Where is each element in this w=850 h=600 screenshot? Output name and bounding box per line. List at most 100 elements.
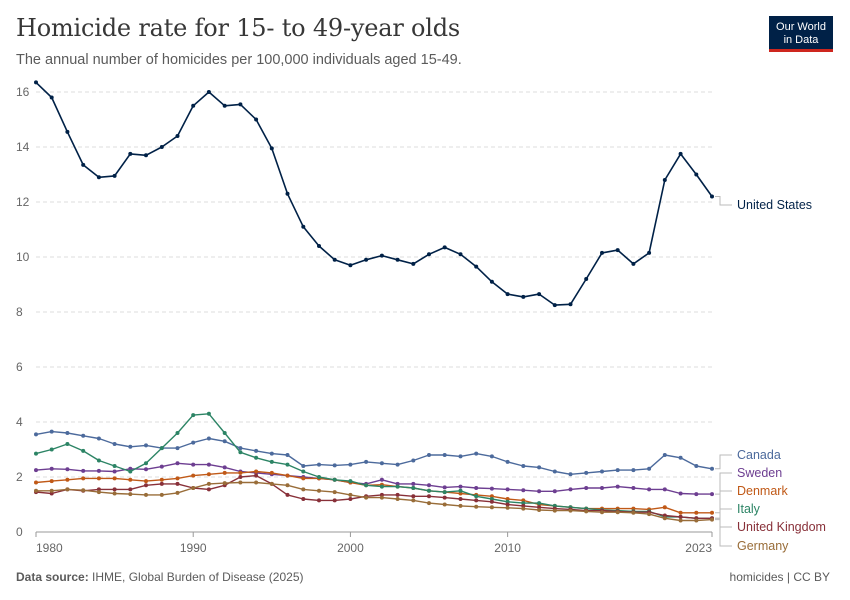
x-tick-label-1990: 1990 [180, 541, 207, 555]
point-denmark-1996 [285, 473, 290, 478]
point-canada-1994 [254, 448, 259, 453]
point-canada-2014 [568, 472, 573, 477]
series-canada [34, 429, 714, 477]
point-germany-1980 [34, 488, 38, 493]
point-italy-2003 [395, 484, 400, 489]
point-germany-2020 [662, 516, 667, 521]
point-united-states-2018 [631, 261, 636, 266]
point-united-states-2008 [474, 264, 479, 269]
point-united-kingdom-2003 [395, 492, 400, 497]
series-line-denmark [35, 470, 712, 514]
series-line-united-kingdom [35, 474, 712, 519]
point-canada-1989 [175, 446, 180, 451]
point-germany-1984 [96, 490, 101, 495]
point-denmark-1987 [144, 479, 148, 484]
point-denmark-2022 [694, 510, 699, 515]
point-united-kingdom-1985 [112, 487, 117, 492]
point-canada-2000 [348, 462, 353, 467]
series-lines [34, 80, 714, 523]
legend-connector-italy [715, 508, 732, 519]
point-denmark-2018 [631, 506, 636, 511]
point-canada-2018 [631, 468, 636, 473]
point-united-states-1997 [301, 224, 306, 229]
owid-logo[interactable]: Our World in Data [769, 16, 833, 52]
point-canada-1987 [144, 443, 148, 448]
point-united-states-1980 [34, 80, 38, 85]
point-italy-1999 [332, 477, 337, 482]
point-germany-1995 [269, 481, 274, 486]
point-united-states-1991 [206, 90, 211, 94]
point-denmark-1988 [159, 477, 164, 482]
point-italy-1982 [65, 442, 70, 446]
point-canada-2023 [710, 466, 714, 471]
point-united-states-2013 [552, 303, 557, 308]
point-germany-2006 [442, 502, 447, 507]
point-united-states-1985 [112, 173, 117, 178]
point-sweden-2022 [694, 492, 699, 497]
point-germany-2014 [568, 508, 573, 513]
point-united-kingdom-2007 [458, 497, 463, 501]
point-sweden-1980 [34, 468, 38, 473]
point-united-kingdom-1988 [159, 481, 164, 486]
legend-connector-united-states [715, 196, 732, 206]
point-italy-1984 [96, 458, 101, 463]
point-canada-2003 [395, 462, 400, 467]
legend-label-united-states: United States [737, 198, 812, 212]
point-united-kingdom-1999 [332, 498, 337, 503]
logo-line-2: in Data [783, 34, 819, 46]
point-united-states-1996 [285, 191, 290, 196]
point-united-kingdom-1994 [254, 473, 259, 478]
point-germany-2021 [678, 518, 683, 523]
point-denmark-2020 [662, 505, 667, 510]
point-united-states-2011 [521, 294, 526, 299]
y-tick-label-10: 10 [16, 250, 30, 264]
legend-connector-germany [715, 519, 732, 547]
point-italy-1987 [144, 461, 148, 466]
point-canada-2022 [694, 464, 699, 468]
series-sweden [34, 461, 714, 497]
point-sweden-2013 [552, 489, 557, 494]
point-italy-1986 [128, 469, 133, 474]
point-germany-1982 [65, 487, 70, 492]
point-united-kingdom-1998 [317, 498, 321, 503]
point-united-states-1984 [96, 175, 101, 180]
point-sweden-2010 [505, 487, 510, 492]
point-germany-2010 [505, 505, 510, 510]
point-sweden-1981 [49, 466, 54, 471]
point-canada-1984 [96, 436, 101, 441]
point-united-states-1982 [65, 129, 70, 134]
point-italy-2000 [348, 479, 353, 484]
point-denmark-2023 [710, 510, 714, 515]
point-germany-1985 [112, 491, 117, 496]
point-sweden-2014 [568, 487, 573, 492]
source-text[interactable]: IHME, Global Burden of Disease (2025) [92, 570, 304, 584]
point-canada-2009 [489, 454, 494, 459]
point-germany-1994 [254, 480, 259, 485]
point-sweden-2007 [458, 484, 463, 489]
point-germany-1996 [285, 483, 290, 488]
point-denmark-1981 [49, 479, 54, 484]
point-germany-2023 [710, 517, 714, 522]
point-sweden-1983 [81, 468, 86, 473]
footer-license[interactable]: homicides | CC BY [729, 570, 830, 584]
point-united-states-2023 [710, 194, 714, 199]
point-germany-1989 [175, 490, 180, 495]
point-united-states-1995 [269, 146, 274, 151]
point-denmark-1980 [34, 480, 38, 485]
point-united-kingdom-1993 [238, 475, 243, 479]
point-denmark-2010 [505, 497, 510, 501]
point-sweden-2015 [584, 486, 589, 490]
point-italy-1989 [175, 431, 180, 435]
point-italy-2008 [474, 494, 479, 499]
point-denmark-1991 [206, 472, 211, 477]
point-united-states-1992 [222, 103, 227, 108]
point-italy-2002 [379, 484, 384, 489]
point-sweden-1989 [175, 461, 180, 466]
point-united-kingdom-2009 [489, 499, 494, 504]
y-tick-label-12: 12 [16, 195, 30, 209]
y-tick-label-4: 4 [16, 415, 23, 429]
point-germany-1998 [317, 488, 321, 493]
point-canada-1993 [238, 446, 243, 451]
point-sweden-2012 [537, 489, 542, 494]
point-sweden-2018 [631, 486, 636, 490]
